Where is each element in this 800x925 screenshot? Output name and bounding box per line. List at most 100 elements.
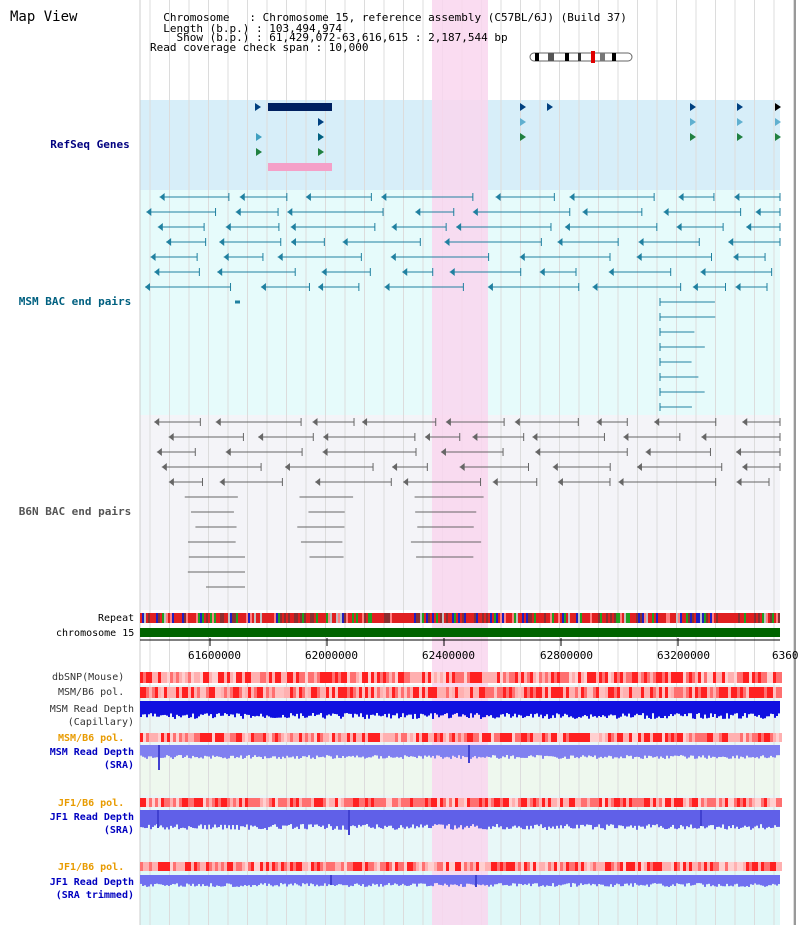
jf1-read-depth-sra-trimmed-label[interactable]: JF1 Read Depth (SRA trimmed) <box>49 877 134 901</box>
refseq-genes-label[interactable]: RefSeq Genes <box>50 138 130 151</box>
jf1-sra-depth-bar <box>570 810 572 828</box>
jf1-b6-pol-strip <box>539 862 542 871</box>
jf1-sra-depth-bar <box>610 810 612 825</box>
jf1-sra-depth-bar <box>606 810 608 825</box>
repeat-segment <box>478 613 480 623</box>
msm-b6-pol-strip <box>254 733 257 742</box>
jf1-sra-depth-bar <box>612 810 614 825</box>
dbsnp-strip <box>527 672 530 683</box>
b6n-bac-pair-end <box>154 418 160 426</box>
msm-cap-depth-bar <box>490 701 492 716</box>
axis-tick-label: 6360 <box>772 649 799 662</box>
dbsnp-label[interactable]: dbSNP(Mouse) <box>52 672 125 683</box>
msm-b6-pol-label[interactable]: MSM/B6 pol. <box>58 733 125 744</box>
msm-b6-pol-strip <box>527 687 530 698</box>
msm-sra-depth-bar <box>324 745 326 758</box>
msm-b6-pol-strip <box>692 687 695 698</box>
repeat-segment <box>614 613 616 623</box>
jf1-b6-pol-strip <box>275 798 278 807</box>
jf1-b6-pol-strip <box>314 862 317 871</box>
msm-cap-depth-bar <box>496 701 498 718</box>
jf1-trim-depth-bar <box>680 875 682 885</box>
dbsnp-strip <box>395 672 398 683</box>
jf1-b6-pol-strip <box>770 798 773 807</box>
axis-tick-label: 62800000 <box>540 649 593 662</box>
msm-b6-pol-strip <box>692 733 695 742</box>
jf1-trim-depth-bar <box>738 875 740 887</box>
msm-bac-label[interactable]: MSM BAC end pairs <box>18 295 132 308</box>
jf1-sra-depth-bar <box>712 810 714 826</box>
msm-cap-depth-bar <box>644 701 646 719</box>
jf1-sra-depth-bar <box>432 810 434 826</box>
msm-b6-pol-label[interactable]: MSM/B6 pol. <box>58 687 125 698</box>
jf1-b6-pol-strip <box>284 862 287 871</box>
msm-b6-pol-strip <box>260 733 263 742</box>
jf1-sra-depth-bar <box>598 810 600 825</box>
msm-b6-pol-strip <box>239 687 242 698</box>
jf1-b6-pol-strip <box>176 798 179 807</box>
msm-b6-pol-strip <box>707 687 710 698</box>
msm-b6-pol-strip <box>401 687 404 698</box>
msm-b6-pol-strip <box>590 687 593 698</box>
msm-cap-depth-bar <box>278 701 280 718</box>
msm-b6-pol-strip <box>212 733 215 742</box>
jf1-sra-depth-bar <box>470 810 472 826</box>
jf1-sra-depth-bar <box>266 810 268 830</box>
jf1-b6-pol-strip <box>644 798 647 807</box>
msm-cap-depth-bar <box>718 701 720 717</box>
msm-b6-pol-strip <box>218 687 221 698</box>
jf1-b6-pol-strip <box>341 798 344 807</box>
msm-b6-pol-strip <box>587 687 590 698</box>
jf1-trim-depth-bar <box>620 875 622 887</box>
dbsnp-strip <box>482 672 485 683</box>
repeat-segment <box>154 613 156 623</box>
repeat-segment <box>252 613 254 623</box>
repeat-segment <box>704 613 706 623</box>
msm-bac-pair-end <box>592 283 598 291</box>
msm-sra-depth-bar <box>338 745 340 758</box>
msm-sra-depth-bar <box>686 745 688 759</box>
msm-sra-depth-bar <box>144 745 146 758</box>
jf1-b6-pol-strip <box>200 798 203 807</box>
jf1-b6-pol-label[interactable]: JF1/B6 pol. <box>58 862 125 873</box>
jf1-b6-pol-strip <box>164 798 167 807</box>
msm-read-depth-sra-label[interactable]: MSM Read Depth (SRA) <box>49 747 134 771</box>
dbsnp-strip <box>452 672 455 683</box>
repeat-segment <box>638 613 640 623</box>
msm-sra-depth-bar <box>694 745 696 759</box>
jf1-sra-depth-bar <box>368 810 370 827</box>
jf1-b6-pol-strip <box>182 862 185 871</box>
repeat-segment <box>690 613 692 623</box>
msm-sra-depth-bar <box>618 745 620 759</box>
jf1-sra-depth-bar <box>148 810 150 825</box>
jf1-b6-pol-strip <box>443 862 446 871</box>
jf1-sra-depth-bar <box>722 810 724 825</box>
msm-b6-pol-strip <box>614 687 617 698</box>
dbsnp-strip <box>560 672 563 683</box>
b6n-bac-label[interactable]: B6N BAC end pairs <box>18 505 132 518</box>
msm-cap-depth-bar <box>512 701 514 717</box>
msm-sra-depth-bar <box>542 745 544 759</box>
msm-sra-depth-bar <box>378 745 380 759</box>
jf1-b6-pol-strip <box>758 798 761 807</box>
msm-cap-depth-bar <box>390 701 392 719</box>
repeat-segment <box>674 613 676 623</box>
jf1-sra-depth-bar <box>572 810 574 829</box>
jf1-b6-pol-label[interactable]: JF1/B6 pol. <box>58 798 125 809</box>
msm-read-depth-capillary-label[interactable]: MSM Read Depth (Capillary) <box>49 704 134 728</box>
jf1-b6-pol-strip <box>452 798 455 807</box>
jf1-trim-depth-bar <box>430 875 432 886</box>
msm-b6-pol-strip <box>368 733 371 742</box>
jf1-read-depth-sra-label[interactable]: JF1 Read Depth (SRA) <box>49 812 134 836</box>
dbsnp-strip <box>437 672 440 683</box>
msm-cap-depth-bar <box>678 701 680 714</box>
msm-b6-pol-strip <box>644 687 647 698</box>
msm-b6-pol-strip <box>494 687 497 698</box>
b6n-bac-pair-end <box>552 463 558 471</box>
jf1-trim-depth-bar <box>302 875 304 884</box>
jf1-trim-depth-bar <box>240 875 242 886</box>
jf1-b6-pol-strip <box>725 798 728 807</box>
msm-cap-depth-bar <box>172 701 174 718</box>
b6n-bac-pair-end <box>532 433 538 441</box>
